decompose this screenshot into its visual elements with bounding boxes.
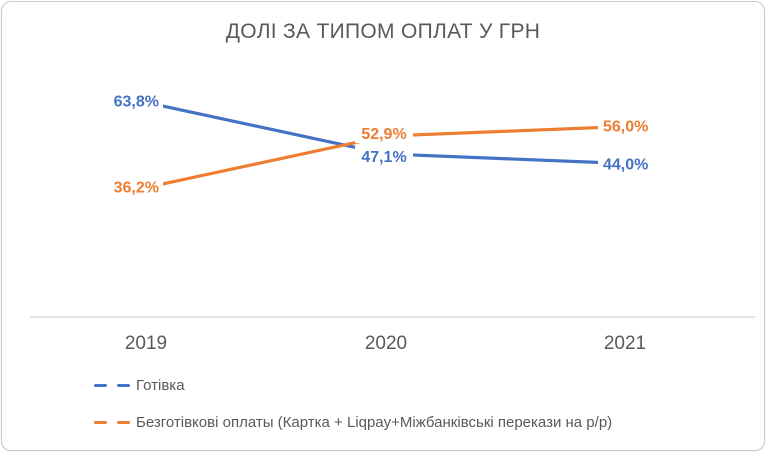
chart-canvas: 2019 2020 2021 63,8% 47,1% 44,0% 36,2% 52,9% 56,…: [30, 90, 755, 354]
data-label: 63,8%: [114, 93, 159, 110]
dash-icon: [94, 383, 107, 387]
dash-icon: [117, 383, 130, 387]
x-axis-tick-label: 2019: [125, 333, 167, 354]
chart-legend: Готівка Безготівкові оплаты (Картка + Li…: [94, 373, 612, 447]
data-label-background: [598, 153, 654, 174]
legend-item-bezgotivkovi: Безготівкові оплаты (Картка + Liqpay+Між…: [94, 410, 612, 434]
dash-icon: [117, 420, 130, 424]
legend-key-line-icon: [94, 383, 132, 387]
data-label: 36,2%: [114, 180, 159, 197]
data-label: 47,1%: [361, 149, 406, 166]
data-label: 52,9%: [361, 126, 406, 143]
chart-title: ДОЛІ ЗА ТИПОМ ОПЛАТ У ГРН: [225, 20, 541, 43]
data-label-background: [107, 90, 163, 111]
data-label-background: [107, 176, 163, 197]
dash-icon: [94, 420, 107, 424]
x-axis-tick-label: 2020: [365, 333, 407, 354]
data-label-background: [355, 123, 413, 144]
legend-label: Безготівкові оплаты (Картка + Liqpay+Між…: [136, 413, 613, 431]
legend-item-gotivka: Готівка: [94, 373, 612, 397]
data-label-background: [598, 115, 654, 136]
x-axis-tick-label: 2021: [604, 333, 646, 354]
legend-label: Готівка: [136, 376, 185, 394]
legend-key-line-icon: [94, 420, 132, 424]
data-label: 56,0%: [603, 119, 648, 136]
data-label: 44,0%: [603, 156, 648, 173]
data-label-background: [355, 145, 413, 166]
